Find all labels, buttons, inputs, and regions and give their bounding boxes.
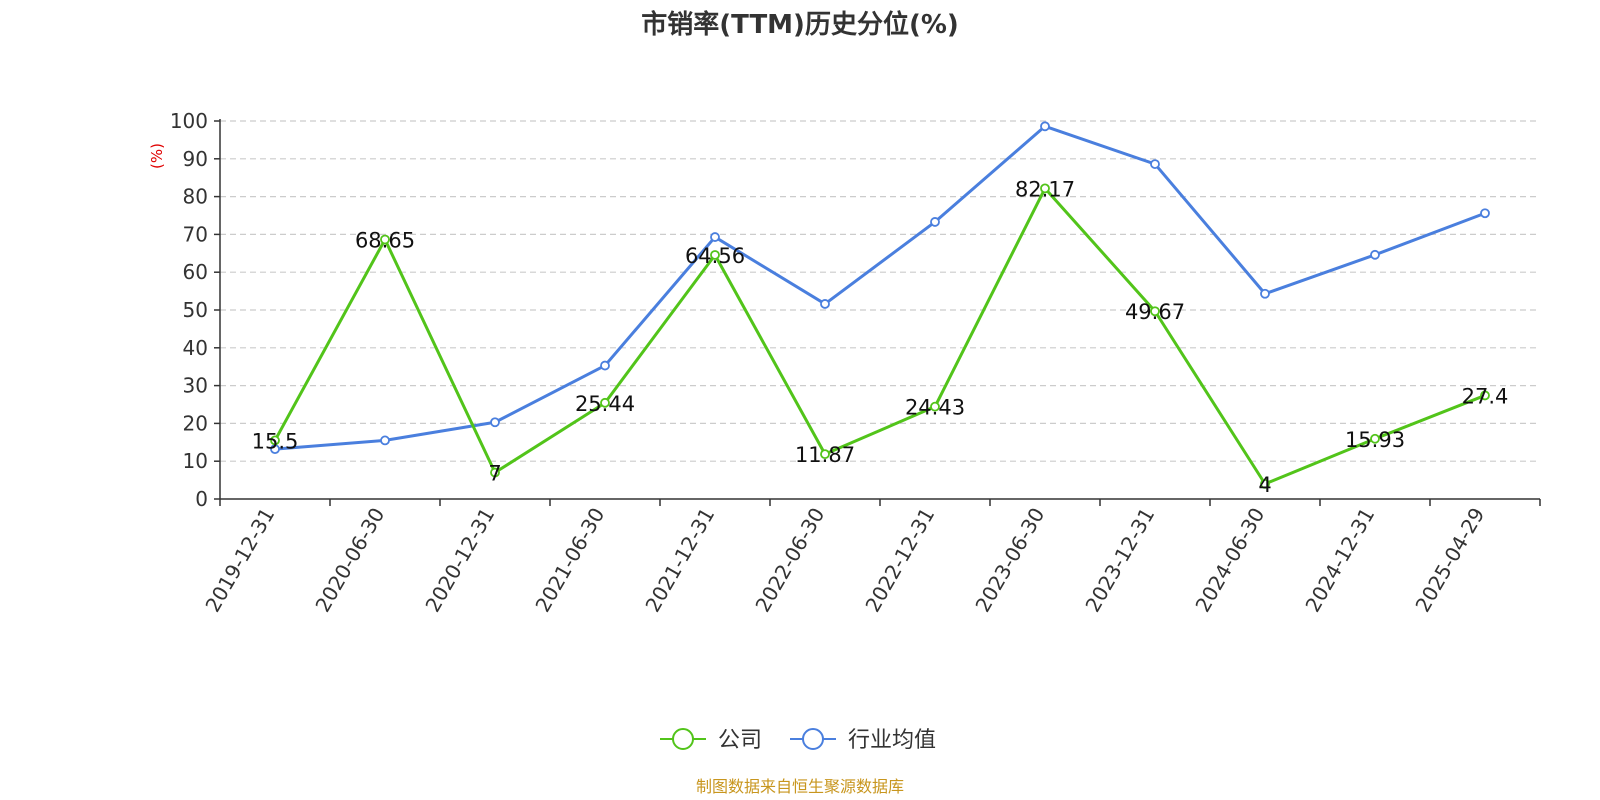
y-axis-label: (%) — [148, 143, 166, 169]
data-label: 24.43 — [905, 396, 965, 420]
series-company — [270, 183, 1490, 489]
data-point[interactable] — [820, 449, 830, 460]
legend-item-industry[interactable]: 行业均值 — [790, 728, 936, 753]
x-tick-label: 2019-12-31 — [200, 504, 279, 617]
data-label: 11.87 — [795, 443, 855, 467]
y-tick-label: 100 — [170, 109, 208, 133]
data-point[interactable] — [1480, 208, 1490, 219]
data-point[interactable] — [490, 467, 500, 478]
data-label: 27.4 — [1462, 384, 1509, 408]
data-label: 68.65 — [355, 229, 415, 253]
data-point[interactable] — [1480, 390, 1490, 401]
x-tick-label: 2020-12-31 — [420, 504, 499, 617]
y-tick-label: 50 — [183, 298, 208, 322]
data-label: 49.67 — [1125, 300, 1185, 324]
data-point[interactable] — [490, 417, 500, 428]
data-label: 15.93 — [1345, 428, 1405, 452]
data-point[interactable] — [1040, 121, 1050, 132]
data-labels: 15.5 68.65 7 25.44 64.56 11.87 24.43 82.17 49.67… — [252, 177, 1509, 496]
legend[interactable]: 公司 行业均值 — [660, 728, 936, 753]
data-point[interactable] — [1040, 183, 1050, 194]
data-point[interactable] — [600, 397, 610, 408]
legend-item-company[interactable]: 公司 — [660, 728, 762, 753]
y-tick-label: 90 — [183, 147, 208, 171]
data-point[interactable] — [380, 234, 390, 245]
series-line — [273, 186, 1486, 486]
data-point[interactable] — [270, 435, 280, 446]
x-tick-label: 2021-12-31 — [640, 504, 719, 617]
data-point[interactable] — [820, 299, 830, 309]
data-label: 7 — [488, 462, 501, 486]
y-tick-label: 30 — [183, 374, 208, 398]
y-tick-label: 10 — [183, 449, 208, 473]
data-label: 64.56 — [685, 244, 745, 268]
x-tick-label: 2025-04-29 — [1410, 504, 1489, 617]
chart-title: 市销率(TTM)历史分位(%) — [641, 9, 959, 40]
data-point[interactable] — [600, 360, 610, 371]
y-tick-label: 40 — [183, 336, 208, 360]
x-tick-label: 2023-12-31 — [1080, 504, 1159, 617]
x-tick-label: 2020-06-30 — [310, 504, 389, 617]
data-point[interactable] — [930, 401, 940, 412]
series-line — [274, 124, 1486, 451]
x-tick-label: 2021-06-30 — [530, 504, 609, 617]
data-label: 15.5 — [252, 429, 299, 453]
data-point[interactable] — [930, 217, 940, 227]
grid-lines — [220, 120, 1540, 462]
data-point[interactable] — [710, 250, 720, 260]
series-industry — [270, 121, 1490, 455]
data-point[interactable] — [1370, 249, 1380, 260]
legend-company-marker — [672, 728, 694, 750]
y-tick-label: 20 — [183, 411, 208, 435]
series-lines — [270, 121, 1490, 489]
data-label: 82.17 — [1015, 177, 1075, 201]
data-label: 25.44 — [575, 392, 635, 416]
legend-company-label: 公司 — [718, 728, 762, 753]
x-tick-label: 2024-06-30 — [1190, 504, 1269, 617]
data-source-footer: 制图数据来自恒生聚源数据库 — [696, 777, 904, 796]
data-point[interactable] — [1260, 478, 1270, 489]
y-tick-label: 70 — [183, 222, 208, 246]
y-tick-label: 60 — [183, 260, 208, 284]
x-tick-label: 2022-06-30 — [750, 504, 829, 617]
data-point[interactable] — [1150, 306, 1160, 317]
legend-industry-label: 行业均值 — [848, 728, 936, 753]
legend-industry-marker — [802, 728, 824, 750]
y-tick-label: 80 — [183, 185, 208, 209]
x-tick-label: 2023-06-30 — [970, 504, 1049, 617]
data-point[interactable] — [710, 232, 720, 242]
data-point[interactable] — [1370, 433, 1380, 444]
x-tick-label: 2024-12-31 — [1300, 504, 1379, 617]
data-point[interactable] — [1150, 159, 1160, 169]
axes: 0 10 20 30 40 50 60 70 80 90 100 2019-12-31 2020-06-… — [170, 109, 1541, 617]
data-point[interactable] — [1260, 288, 1270, 299]
x-tick-label: 2022-12-31 — [860, 504, 939, 617]
data-point[interactable] — [380, 435, 390, 446]
data-label: 4 — [1258, 473, 1271, 497]
y-tick-label: 0 — [195, 487, 208, 511]
